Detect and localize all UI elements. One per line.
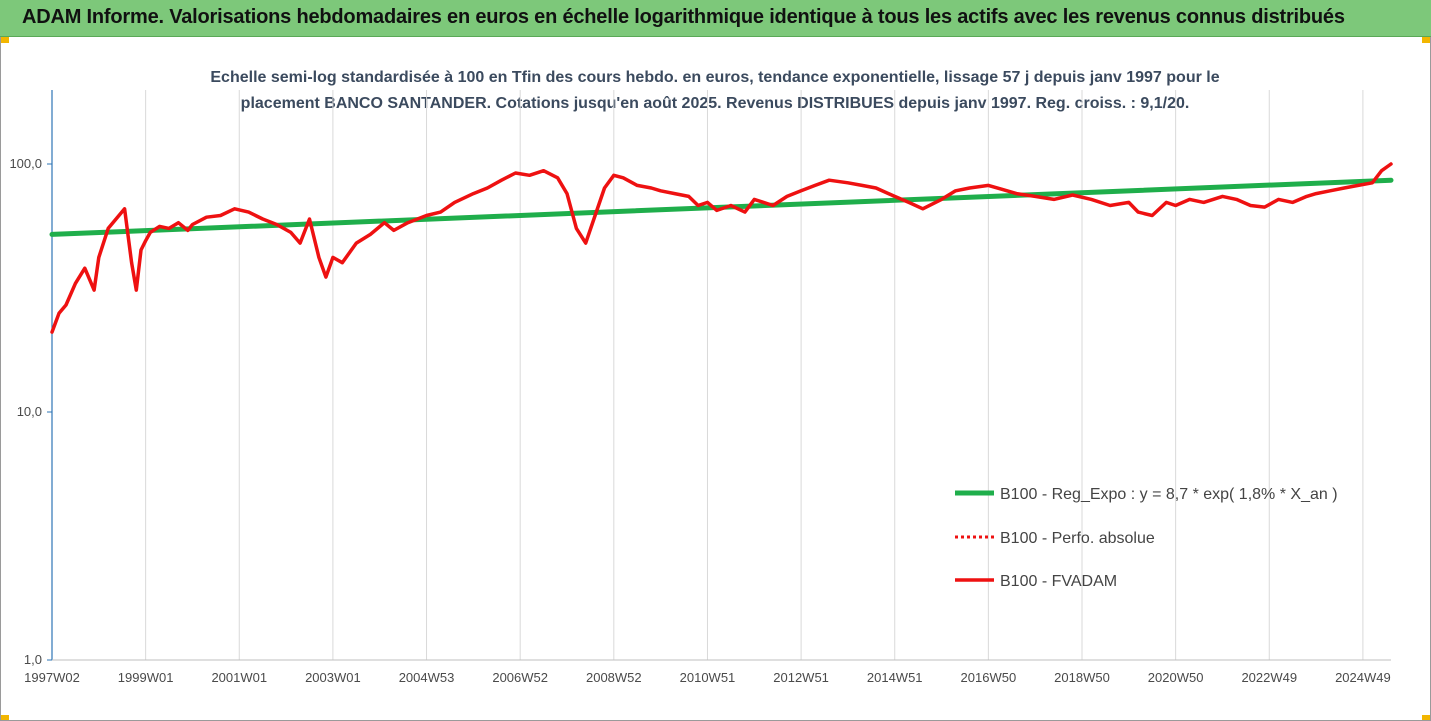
x-tick-label: 2014W51	[867, 670, 923, 685]
page-title: ADAM Informe. Valorisations hebdomadaire…	[22, 6, 1345, 28]
x-tick-label: 2018W50	[1054, 670, 1110, 685]
y-tick-label: 1,0	[24, 652, 42, 667]
legend-item-fvadam: B100 - FVADAM	[955, 573, 1117, 590]
corner-marker-top-right	[1422, 37, 1431, 43]
x-tick-label: 2022W49	[1241, 670, 1297, 685]
y-tick-label: 100,0	[9, 156, 42, 171]
x-tick-label: 2001W01	[211, 670, 267, 685]
x-tick-label: 2003W01	[305, 670, 361, 685]
chart-title-line-2: placement BANCO SANTANDER. Cotations jus…	[240, 95, 1190, 112]
x-tick-label: 2016W50	[961, 670, 1017, 685]
x-tick-label: 2024W49	[1335, 670, 1391, 685]
x-tick-label: 2010W51	[680, 670, 736, 685]
series-line-fvadam	[50, 162, 1393, 334]
corner-marker-top-left	[0, 37, 9, 43]
chart-title: Echelle semi-log standardisée à 100 en T…	[120, 65, 1310, 117]
legend-label: B100 - Reg_Expo : y = 8,7 * exp( 1,8% * …	[1000, 486, 1338, 503]
legend-label: B100 - FVADAM	[1000, 573, 1117, 590]
corner-marker-bottom-left	[0, 715, 9, 721]
legend-item-perfo-absolue: B100 - Perfo. absolue	[955, 530, 1155, 547]
corner-marker-bottom-right	[1422, 715, 1431, 721]
series-lines	[49, 162, 1394, 334]
y-tick-labels: 1,0 10,0 100,0	[9, 156, 42, 667]
x-tick-label: 2004W53	[399, 670, 455, 685]
header-banner: ADAM Informe. Valorisations hebdomadaire…	[0, 0, 1431, 37]
x-tick-label: 2006W52	[492, 670, 548, 685]
x-tick-label: 2008W52	[586, 670, 642, 685]
chart-title-line-1: Echelle semi-log standardisée à 100 en T…	[210, 69, 1220, 86]
legend-label: B100 - Perfo. absolue	[1000, 530, 1155, 547]
x-tick-labels: 1997W02 1999W01 2001W01 2003W01 2004W53 2006W…	[24, 670, 1391, 685]
chart-legend: B100 - Reg_Expo : y = 8,7 * exp( 1,8% * …	[955, 486, 1338, 590]
grid-lines	[145, 90, 1364, 660]
y-tick-label: 10,0	[17, 404, 42, 419]
axes	[47, 90, 1391, 661]
legend-item-reg-expo: B100 - Reg_Expo : y = 8,7 * exp( 1,8% * …	[955, 486, 1338, 503]
x-tick-label: 2020W50	[1148, 670, 1204, 685]
x-tick-label: 1997W02	[24, 670, 80, 685]
x-tick-label: 1999W01	[118, 670, 174, 685]
x-tick-label: 2012W51	[773, 670, 829, 685]
